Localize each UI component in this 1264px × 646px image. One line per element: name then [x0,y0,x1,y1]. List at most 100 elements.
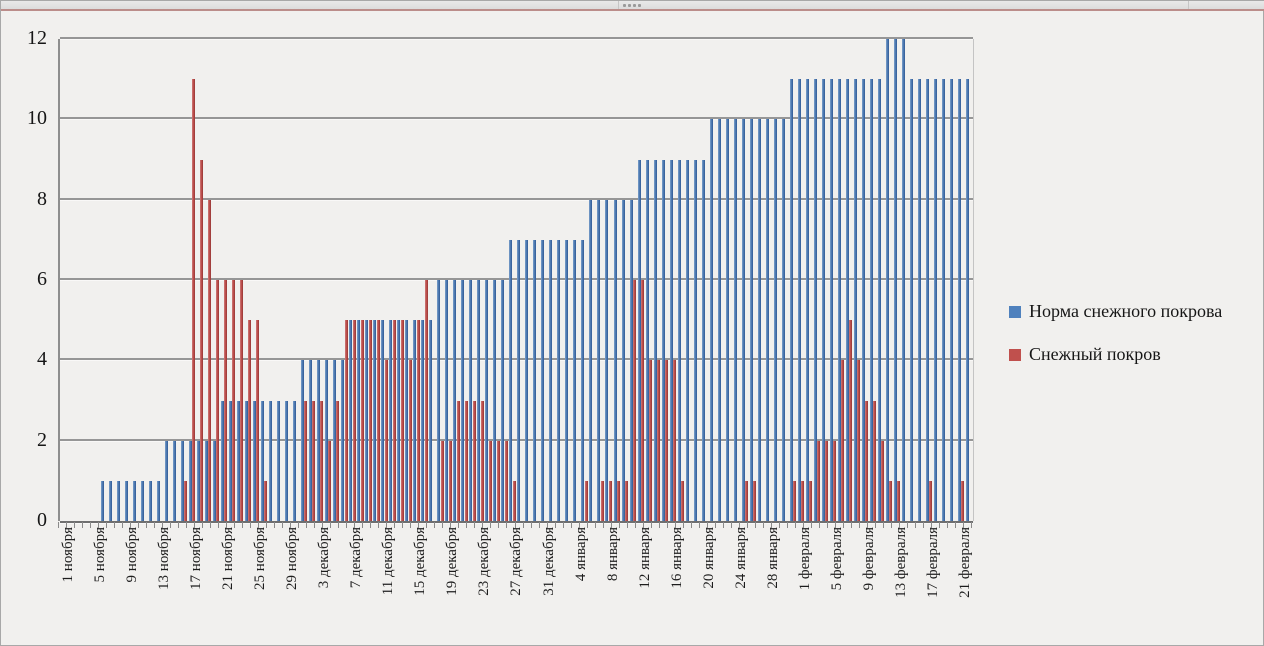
bar-norm[interactable] [925,79,929,521]
bar-actual[interactable] [632,280,636,521]
bar-actual[interactable] [208,199,212,521]
bar-norm[interactable] [701,159,705,521]
bar-actual[interactable] [512,480,516,521]
bar-actual[interactable] [881,440,885,521]
bar-actual[interactable] [792,480,796,521]
bar-norm[interactable] [949,79,953,521]
bar-norm[interactable] [517,239,521,521]
bar-actual[interactable] [240,280,244,521]
bar-norm[interactable] [100,480,104,521]
bar-norm[interactable] [853,79,857,521]
bar-actual[interactable] [648,360,652,521]
bar-actual[interactable] [448,440,452,521]
bar-actual[interactable] [640,280,644,521]
legend-item-actual[interactable]: Снежный покров [1009,344,1222,365]
bar-norm[interactable] [132,480,136,521]
bar-norm[interactable] [781,119,785,521]
bar-actual[interactable] [584,480,588,521]
bar-norm[interactable] [181,440,185,521]
bar-actual[interactable] [224,280,228,521]
bar-actual[interactable] [328,440,332,521]
bar-norm[interactable] [148,480,152,521]
bar-norm[interactable] [445,280,449,521]
bar-norm[interactable] [709,119,713,521]
bar-norm[interactable] [277,400,281,521]
bar-actual[interactable] [464,400,468,521]
bar-norm[interactable] [765,119,769,521]
bar-norm[interactable] [381,320,385,521]
bar-actual[interactable] [352,320,356,521]
bar-norm[interactable] [645,159,649,521]
bar-norm[interactable] [821,79,825,521]
bar-actual[interactable] [496,440,500,521]
bar-norm[interactable] [597,199,601,521]
bar-norm[interactable] [901,39,905,521]
bar-norm[interactable] [213,440,217,521]
bar-norm[interactable] [677,159,681,521]
bar-actual[interactable] [416,320,420,521]
bar-actual[interactable] [857,360,861,521]
bar-norm[interactable] [197,440,201,521]
bar-actual[interactable] [504,440,508,521]
bar-actual[interactable] [264,480,268,521]
bar-norm[interactable] [189,440,193,521]
bar-actual[interactable] [320,400,324,521]
bar-norm[interactable] [885,39,889,521]
bar-actual[interactable] [889,480,893,521]
bar-norm[interactable] [869,79,873,521]
bar-norm[interactable] [789,79,793,521]
bar-actual[interactable] [656,360,660,521]
bar-actual[interactable] [929,480,933,521]
bar-actual[interactable] [624,480,628,521]
bar-norm[interactable] [245,400,249,521]
bar-actual[interactable] [752,480,756,521]
bar-norm[interactable] [605,199,609,521]
bar-norm[interactable] [365,320,369,521]
bar-norm[interactable] [573,239,577,521]
bar-norm[interactable] [549,239,553,521]
bar-norm[interactable] [140,480,144,521]
bar-actual[interactable] [192,79,196,521]
bar-norm[interactable] [717,119,721,521]
bar-norm[interactable] [941,79,945,521]
bar-actual[interactable] [616,480,620,521]
bar-actual[interactable] [865,400,869,521]
bar-actual[interactable] [344,320,348,521]
bar-norm[interactable] [293,400,297,521]
bar-norm[interactable] [909,79,913,521]
bar-norm[interactable] [453,280,457,521]
bar-actual[interactable] [833,440,837,521]
bar-norm[interactable] [661,159,665,521]
bar-actual[interactable] [200,159,204,521]
bar-norm[interactable] [749,119,753,521]
bar-norm[interactable] [613,199,617,521]
bar-norm[interactable] [285,400,289,521]
bar-actual[interactable] [488,440,492,521]
bar-actual[interactable] [672,360,676,521]
bar-norm[interactable] [525,239,529,521]
bar-norm[interactable] [397,320,401,521]
bar-norm[interactable] [653,159,657,521]
bar-actual[interactable] [664,360,668,521]
bar-norm[interactable] [269,400,273,521]
bar-actual[interactable] [312,400,316,521]
bar-actual[interactable] [961,480,965,521]
bar-actual[interactable] [897,480,901,521]
bar-norm[interactable] [205,440,209,521]
bar-norm[interactable] [813,79,817,521]
bar-norm[interactable] [917,79,921,521]
bar-actual[interactable] [873,400,877,521]
bar-norm[interactable] [557,239,561,521]
bar-norm[interactable] [725,119,729,521]
bar-norm[interactable] [581,239,585,521]
bar-norm[interactable] [541,239,545,521]
bar-norm[interactable] [693,159,697,521]
bar-actual[interactable] [801,480,804,521]
bar-norm[interactable] [429,320,433,521]
bar-norm[interactable] [357,320,361,521]
bar-norm[interactable] [237,400,241,521]
bar-actual[interactable] [400,320,404,521]
bar-actual[interactable] [392,320,396,521]
bar-norm[interactable] [877,79,881,521]
bar-actual[interactable] [256,320,260,521]
